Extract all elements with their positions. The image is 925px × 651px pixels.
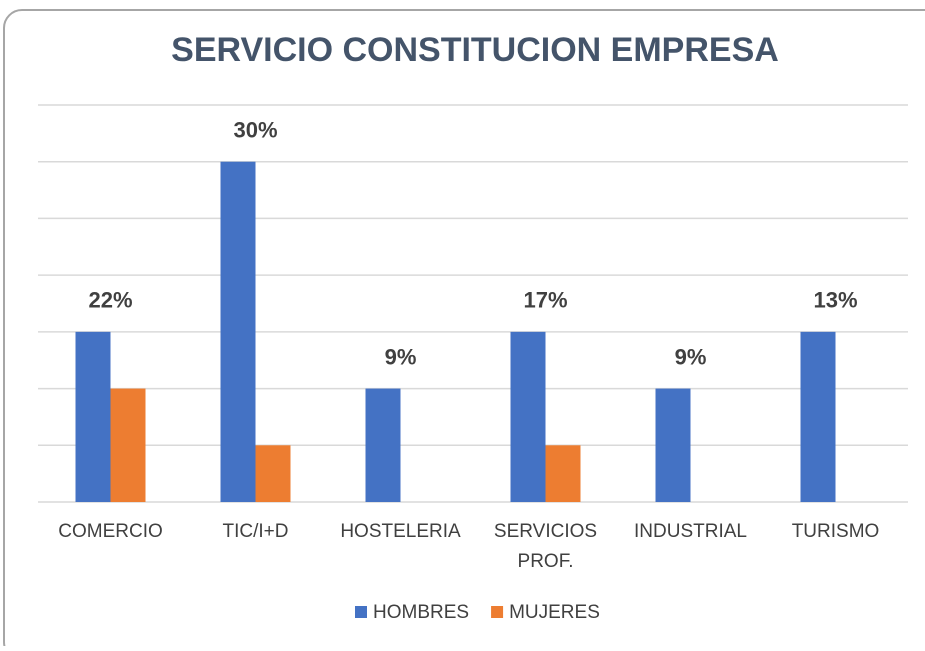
bar <box>545 445 581 502</box>
bar <box>510 331 546 502</box>
annotation: 13% <box>813 288 857 313</box>
bar <box>110 388 146 502</box>
bar <box>220 161 256 502</box>
bar <box>655 388 691 502</box>
legend-label: MUJERES <box>509 602 600 623</box>
annotation: 9% <box>385 344 417 369</box>
x-tick-label: TURISMO <box>792 521 880 542</box>
annotation: 22% <box>88 288 132 313</box>
bar <box>365 388 401 502</box>
x-tick-label: HOSTELERIA <box>340 521 461 542</box>
legend-label: HOMBRES <box>373 602 469 623</box>
x-tick-label: COMERCIO <box>58 521 163 542</box>
bar <box>75 331 111 502</box>
bar <box>800 331 836 502</box>
annotation: 17% <box>523 288 567 313</box>
chart-title: SERVICIO CONSTITUCION EMPRESA <box>171 31 779 69</box>
legend-swatch <box>355 606 367 618</box>
legend-swatch <box>491 606 504 618</box>
x-tick-label: SERVICIOS PROF. <box>494 521 597 572</box>
annotation: 30% <box>233 118 277 143</box>
x-tick-label: INDUSTRIAL <box>634 521 747 542</box>
bar <box>255 445 291 502</box>
annotation: 9% <box>675 344 707 369</box>
x-tick-label: TIC/I+D <box>223 521 289 542</box>
